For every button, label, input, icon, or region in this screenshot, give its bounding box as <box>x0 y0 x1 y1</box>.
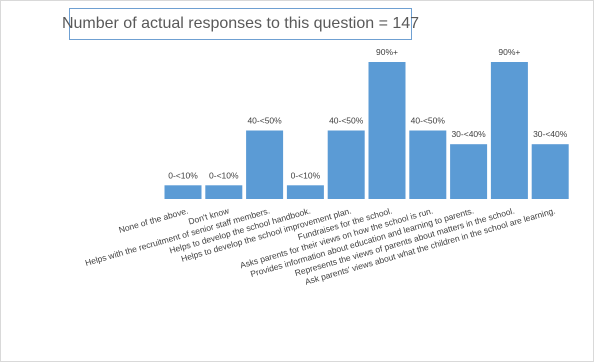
bar-1 <box>164 185 202 199</box>
data-label-3: 40-<50% <box>247 116 282 126</box>
data-label-1: 0-<10% <box>168 170 198 180</box>
bar-5 <box>327 130 365 199</box>
data-label-9: 90%+ <box>498 47 520 57</box>
bar-2 <box>205 185 243 199</box>
data-label-5: 40-<50% <box>329 116 364 126</box>
bar-3 <box>246 130 284 199</box>
bar-7 <box>409 130 447 199</box>
bar-9 <box>490 62 528 199</box>
bar-10 <box>531 144 569 199</box>
data-label-6: 90%+ <box>376 47 398 57</box>
bar-8 <box>450 144 488 199</box>
data-label-7: 40-<50% <box>411 116 446 126</box>
chart-title: Number of actual responses to this quest… <box>62 8 419 40</box>
data-label-4: 0-<10% <box>291 170 321 180</box>
data-label-2: 0-<10% <box>209 170 239 180</box>
bar-6 <box>368 62 406 199</box>
data-label-10: 30-<40% <box>533 129 568 139</box>
data-label-8: 30-<40% <box>451 129 486 139</box>
bar-4 <box>286 185 324 199</box>
